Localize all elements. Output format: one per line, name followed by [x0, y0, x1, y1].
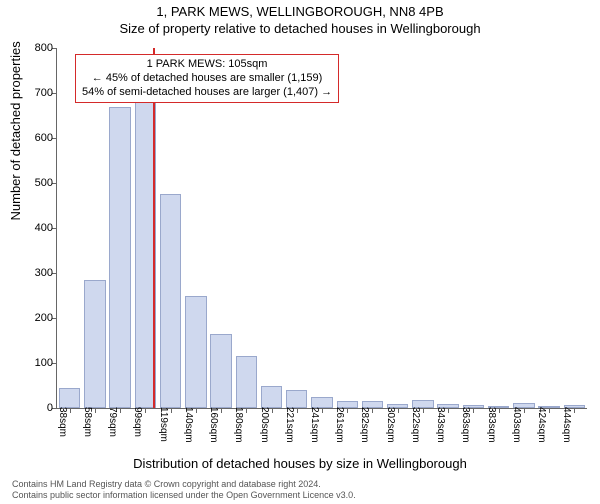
xtick-label: 119sqm [158, 407, 169, 442]
xtick-label: 363sqm [460, 407, 471, 443]
xtick-mark [246, 408, 247, 413]
histogram-bar [210, 334, 231, 408]
xtick-mark [347, 408, 348, 413]
xtick-mark [120, 408, 121, 413]
xtick-label: 444sqm [561, 407, 572, 443]
y-axis-label: Number of detached properties [8, 41, 23, 220]
histogram-bar [261, 386, 282, 408]
annotation-line: 54% of semi-detached houses are larger (… [82, 86, 332, 100]
credit-line-2: Contains public sector information licen… [12, 490, 356, 501]
xtick-label: 79sqm [107, 407, 118, 437]
xtick-label: 241sqm [309, 407, 320, 443]
ytick-label: 500 [19, 177, 53, 189]
xtick-mark [145, 408, 146, 413]
xtick-mark [448, 408, 449, 413]
histogram-bar [286, 390, 307, 408]
histogram-bar [84, 280, 105, 408]
xtick-label: 302sqm [385, 407, 396, 443]
xtick-mark [524, 408, 525, 413]
xtick-mark [423, 408, 424, 413]
xtick-label: 403sqm [511, 407, 522, 443]
xtick-label: 180sqm [233, 407, 244, 443]
x-axis-label: Distribution of detached houses by size … [0, 456, 600, 471]
xtick-mark [574, 408, 575, 413]
xtick-label: 160sqm [208, 407, 219, 443]
histogram-bar [185, 296, 206, 409]
xtick-mark [473, 408, 474, 413]
xtick-mark [372, 408, 373, 413]
xtick-mark [398, 408, 399, 413]
xtick-mark [297, 408, 298, 413]
xtick-mark [272, 408, 273, 413]
ytick-label: 700 [19, 87, 53, 99]
histogram-bar [236, 356, 257, 408]
histogram-bar [109, 107, 130, 409]
ytick-label: 300 [19, 267, 53, 279]
annotation-line: 1 PARK MEWS: 105sqm [82, 58, 332, 72]
xtick-mark [322, 408, 323, 413]
xtick-mark [95, 408, 96, 413]
xtick-label: 38sqm [57, 407, 68, 437]
xtick-mark [70, 408, 71, 413]
annotation-box: 1 PARK MEWS: 105sqm← 45% of detached hou… [75, 54, 339, 103]
xtick-label: 261sqm [334, 407, 345, 443]
xtick-label: 383sqm [486, 407, 497, 443]
ytick-label: 200 [19, 312, 53, 324]
xtick-mark [196, 408, 197, 413]
xtick-mark [499, 408, 500, 413]
xtick-mark [221, 408, 222, 413]
ytick-label: 400 [19, 222, 53, 234]
ytick-label: 100 [19, 357, 53, 369]
xtick-label: 140sqm [183, 407, 194, 443]
annotation-line: ← 45% of detached houses are smaller (1,… [82, 72, 332, 86]
xtick-label: 200sqm [259, 407, 270, 443]
histogram-bar [160, 194, 181, 408]
xtick-mark [171, 408, 172, 413]
ytick-label: 600 [19, 132, 53, 144]
xtick-label: 282sqm [359, 407, 370, 443]
xtick-label: 343sqm [435, 407, 446, 443]
xtick-mark [549, 408, 550, 413]
ytick-label: 0 [19, 402, 53, 414]
xtick-label: 221sqm [284, 407, 295, 443]
xtick-label: 424sqm [536, 407, 547, 443]
chart-container: 1, PARK MEWS, WELLINGBOROUGH, NN8 4PB Si… [0, 4, 600, 504]
xtick-label: 322sqm [410, 407, 421, 443]
page-title: 1, PARK MEWS, WELLINGBOROUGH, NN8 4PB [0, 4, 600, 19]
xtick-label: 58sqm [82, 407, 93, 437]
xtick-label: 99sqm [132, 407, 143, 437]
credits: Contains HM Land Registry data © Crown c… [12, 479, 356, 501]
credit-line-1: Contains HM Land Registry data © Crown c… [12, 479, 356, 490]
ytick-label: 800 [19, 42, 53, 54]
histogram-bar [59, 388, 80, 408]
page-subtitle: Size of property relative to detached ho… [0, 21, 600, 36]
